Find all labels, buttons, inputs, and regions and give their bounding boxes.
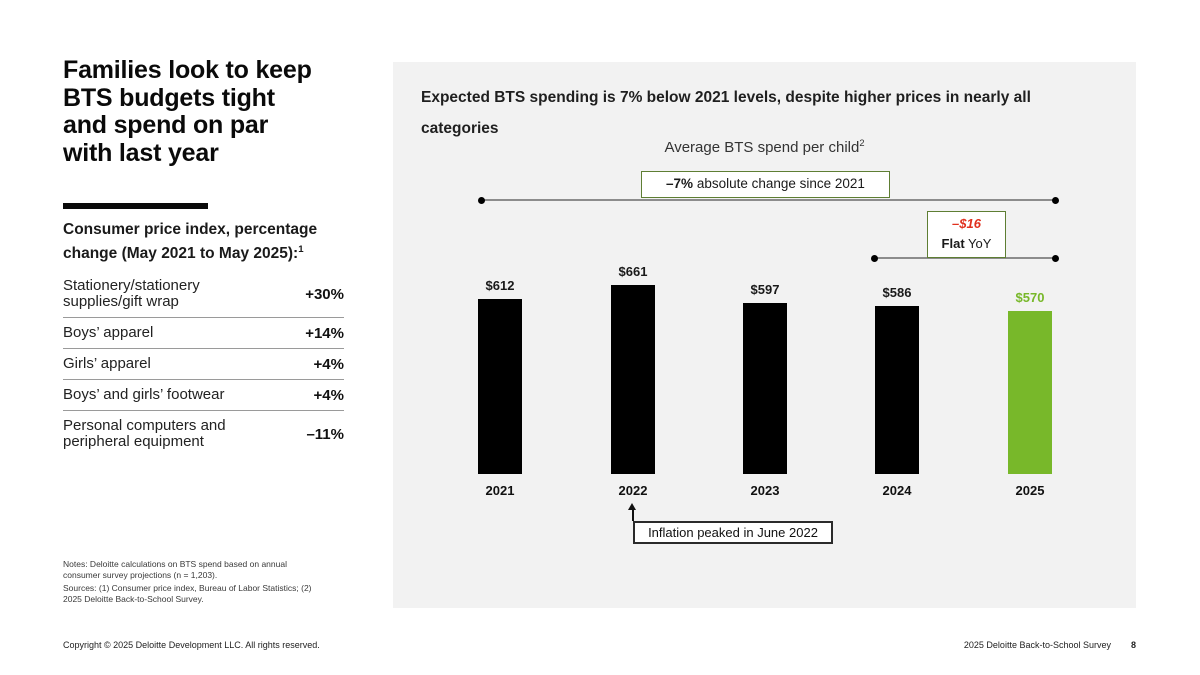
overall-change-callout: –7% absolute change since 2021	[641, 171, 890, 198]
cpi-heading-line: Consumer price index, percentage	[63, 221, 318, 238]
x-axis-tick-label: 2023	[750, 483, 780, 498]
bar-value-label: $570	[1015, 290, 1045, 305]
cpi-category-label: Boys’ and girls’ footwear	[63, 385, 225, 403]
range-endpoint-dot	[1052, 196, 1059, 204]
slide-title-line: Families look to keep	[63, 56, 312, 84]
chart-subtitle: Average BTS spend per child2	[664, 138, 865, 156]
notes-text: Notes: Deloitte calculations on BTS spen…	[63, 559, 383, 580]
bar-value-label: $586	[882, 285, 912, 300]
bar-2023	[743, 303, 787, 474]
cpi-table-heading: Consumer price index, percentage change …	[63, 220, 317, 263]
cpi-change-value: –11%	[306, 425, 344, 443]
footnote-ref-2: 2	[859, 138, 865, 148]
cpi-row: Girls’ apparel +4%	[63, 348, 344, 379]
cpi-row: Boys’ apparel +14%	[63, 317, 344, 348]
cpi-change-value: +4%	[313, 386, 344, 404]
x-axis-tick-label: 2022	[618, 483, 648, 498]
cpi-change-value: +4%	[313, 355, 344, 373]
yoy-flat-label: Flat YoY	[941, 236, 992, 251]
slide-title-line: and spend on par	[63, 111, 269, 139]
yoy-callout: –$16 Flat YoY	[927, 211, 1006, 258]
yoy-delta-value: –$16	[952, 216, 981, 231]
cpi-category-label: Boys’ apparel	[63, 323, 154, 341]
slide-title-line: with last year	[63, 138, 219, 167]
page-number: 8	[1130, 640, 1136, 650]
chart-heading: Expected BTS spending is 7% below 2021 l…	[421, 82, 1111, 144]
cpi-row: Boys’ and girls’ footwear +4%	[63, 379, 344, 410]
bar-2024	[875, 306, 919, 474]
inflation-arrow-icon	[628, 503, 636, 510]
cpi-change-value: +30%	[305, 285, 344, 303]
footnote-ref-1: 1	[298, 243, 304, 255]
cpi-row: Stationery/stationery supplies/gift wrap…	[63, 271, 344, 317]
cpi-category-label: Stationery/stationery supplies/gift wrap	[63, 276, 200, 310]
slide-title-line: BTS budgets tight	[63, 83, 275, 112]
yoy-range-line	[871, 254, 1059, 262]
note-line: consumer survey projections (n = 1,203).	[63, 569, 218, 580]
cpi-category-label: Girls’ apparel	[63, 354, 151, 372]
overall-change-range-line	[478, 196, 1059, 204]
bar-value-label: $612	[485, 278, 515, 293]
range-endpoint-dot	[1052, 254, 1059, 262]
chart-heading-line: Expected BTS spending is 7% below 2021 l…	[421, 89, 1031, 106]
notes-block: Notes: Deloitte calculations on BTS spen…	[63, 559, 383, 604]
footer-right: 2025 Deloitte Back-to-School Survey 8	[964, 640, 1136, 650]
cpi-change-value: +14%	[305, 324, 344, 342]
bar-value-label: $661	[618, 264, 648, 279]
title-divider-bar	[63, 203, 208, 209]
cpi-category-label: Personal computers and peripheral equipm…	[63, 416, 226, 450]
x-axis-tick-label: 2024	[882, 483, 912, 498]
inflation-callout: Inflation peaked in June 2022	[633, 521, 833, 544]
cpi-row: Personal computers and peripheral equipm…	[63, 410, 344, 457]
chart-heading-line: categories	[421, 120, 499, 137]
range-endpoint-dot	[478, 196, 485, 204]
copyright-text: Copyright © 2025 Deloitte Development LL…	[63, 640, 320, 650]
bar-value-label: $597	[750, 282, 780, 297]
cpi-heading-line: change (May 2021 to May 2025):1	[63, 243, 304, 262]
bar-2025	[1008, 311, 1052, 474]
slide-title: Families look to keep BTS budgets tight …	[63, 56, 312, 167]
note-line: Notes: Deloitte calculations on BTS spen…	[63, 559, 287, 569]
note-line: Sources: (1) Consumer price index, Burea…	[63, 583, 312, 593]
bar-2022	[611, 285, 655, 474]
bar-2021	[478, 299, 522, 474]
survey-name-text: 2025 Deloitte Back-to-School Survey	[963, 640, 1111, 650]
x-axis-tick-label: 2025	[1015, 483, 1045, 498]
sources-text: Sources: (1) Consumer price index, Burea…	[63, 583, 383, 604]
chart-panel: Expected BTS spending is 7% below 2021 l…	[393, 62, 1136, 608]
cpi-table: Stationery/stationery supplies/gift wrap…	[63, 271, 344, 457]
x-axis-tick-label: 2021	[485, 483, 515, 498]
note-line: 2025 Deloitte Back-to-School Survey.	[63, 593, 204, 604]
inflation-arrow-stem	[632, 509, 634, 521]
range-endpoint-dot	[871, 254, 878, 262]
